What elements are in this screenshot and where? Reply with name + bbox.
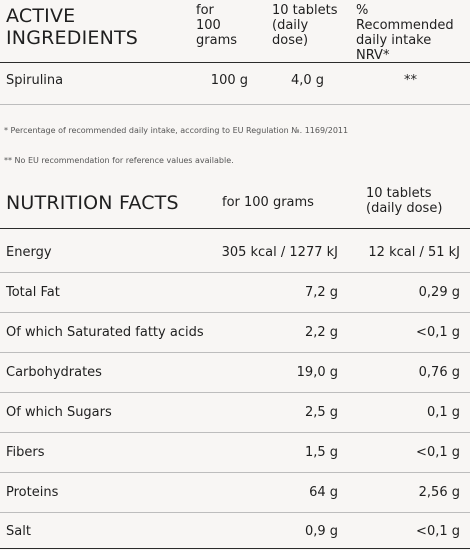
table-row: Total Fat 7,2 g 0,29 g xyxy=(0,283,470,307)
divider xyxy=(0,352,470,353)
table-row: Of which Sugars 2,5 g 0,1 g xyxy=(0,403,470,427)
nutrient-name: Energy xyxy=(6,245,52,260)
ingredient-per100: 100 g xyxy=(210,73,248,88)
footnote-nrv: * Percentage of recommended daily intake… xyxy=(4,126,349,135)
nutrient-name: Of which Saturated fatty acids xyxy=(6,325,204,340)
table-row: Carbohydrates 19,0 g 0,76 g xyxy=(0,363,470,387)
ai-column-per100-header: for 100 grams xyxy=(196,3,237,48)
nutrient-per100: 19,0 g xyxy=(296,365,338,380)
nutrition-facts-title: NUTRITION FACTS xyxy=(6,192,179,214)
divider xyxy=(0,472,470,473)
nutrient-per100: 2,2 g xyxy=(304,325,338,340)
nutrient-name: Fibers xyxy=(6,445,45,460)
nutrient-name: Of which Sugars xyxy=(6,405,112,420)
ai-column-dose-header: 10 tablets (daily dose) xyxy=(272,3,338,48)
divider xyxy=(0,272,470,273)
footnote-no-eu: ** No EU recommendation for reference va… xyxy=(4,156,234,165)
nutrient-per100: 1,5 g xyxy=(304,445,338,460)
divider xyxy=(0,432,470,433)
table-row: Salt 0,9 g <0,1 g xyxy=(0,522,470,546)
nutrient-name: Carbohydrates xyxy=(6,365,102,380)
nf-column-per100-header: for 100 grams xyxy=(222,195,314,210)
ingredient-name: Spirulina xyxy=(6,73,64,88)
nutrition-facts-header: NUTRITION FACTS for 100 grams 10 tablets… xyxy=(0,186,470,226)
divider xyxy=(0,104,470,105)
ingredient-nrv: ** xyxy=(404,73,417,88)
nutrient-per100: 64 g xyxy=(309,485,338,500)
nutrient-name: Salt xyxy=(6,524,31,539)
nutrient-name: Total Fat xyxy=(6,285,60,300)
divider xyxy=(0,548,470,549)
nutrient-dose: 12 kcal / 51 kJ xyxy=(368,245,460,260)
table-row: Of which Saturated fatty acids 2,2 g <0,… xyxy=(0,323,470,347)
table-row: Energy 305 kcal / 1277 kJ 12 kcal / 51 k… xyxy=(0,243,470,267)
nutrient-name: Proteins xyxy=(6,485,59,500)
ai-column-nrv-header: % Recommended daily intake NRV* xyxy=(356,3,454,63)
divider xyxy=(0,392,470,393)
divider xyxy=(0,62,470,63)
nutrient-dose: 2,56 g xyxy=(418,485,460,500)
nutrient-per100: 2,5 g xyxy=(304,405,338,420)
divider xyxy=(0,228,470,229)
divider xyxy=(0,312,470,313)
active-ingredients-title: ACTIVE INGREDIENTS xyxy=(6,5,139,49)
table-row: Fibers 1,5 g <0,1 g xyxy=(0,443,470,467)
table-row: Proteins 64 g 2,56 g xyxy=(0,483,470,507)
nf-column-dose-header: 10 tablets (daily dose) xyxy=(366,186,443,216)
divider xyxy=(0,512,470,513)
nutrient-dose: 0,29 g xyxy=(418,285,460,300)
nutrient-per100: 0,9 g xyxy=(304,524,338,539)
nutrient-per100: 305 kcal / 1277 kJ xyxy=(221,245,338,260)
nutrient-dose: <0,1 g xyxy=(416,445,460,460)
ingredient-dose: 4,0 g xyxy=(290,73,324,88)
nutrient-per100: 7,2 g xyxy=(304,285,338,300)
table-row: Spirulina 100 g 4,0 g ** xyxy=(0,72,470,94)
nutrient-dose: <0,1 g xyxy=(416,325,460,340)
nutrient-dose: 0,76 g xyxy=(418,365,460,380)
active-ingredients-header: ACTIVE INGREDIENTS for 100 grams 10 tabl… xyxy=(0,0,470,63)
nutrient-dose: 0,1 g xyxy=(426,405,460,420)
nutrient-dose: <0,1 g xyxy=(416,524,460,539)
